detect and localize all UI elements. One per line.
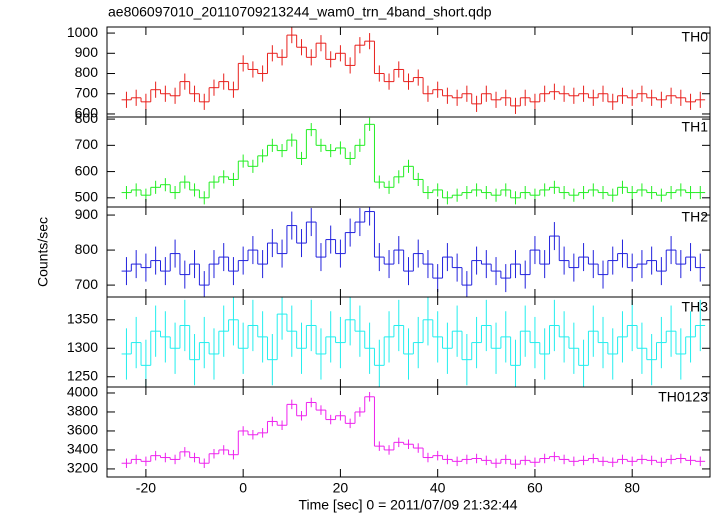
panel [121,27,706,114]
y-tick-label: 1350 [67,310,98,326]
y-tick-label: 700 [75,84,99,100]
y-tick-label: 500 [75,189,99,205]
panel-label: TH0 [682,29,709,45]
y-tick-label: 900 [75,206,99,222]
y-tick-label: 700 [75,276,99,292]
y-tick-label: 4000 [67,384,98,400]
panel-label: TH1 [682,119,709,135]
y-tick-label: 1300 [67,339,98,355]
y-tick-label: 800 [75,64,99,80]
panel [121,117,706,205]
y-tick-label: 700 [75,136,99,152]
x-tick-label: 60 [527,480,543,496]
y-tick-label: 800 [75,110,99,126]
y-axis-label: Counts/sec [35,217,51,287]
panel-frame [106,386,711,478]
panel [121,207,706,297]
y-tick-label: 1250 [67,367,98,383]
y-tick-label: 3200 [67,460,98,476]
x-tick-label: 0 [239,480,247,496]
panel-label: TH0123 [658,389,708,405]
y-tick-label: 900 [75,44,99,60]
y-tick-label: 600 [75,162,99,178]
x-tick-label: 20 [333,480,349,496]
x-tick-label: 40 [430,480,446,496]
y-tick-label: 1000 [67,24,98,40]
panel [121,297,706,387]
panel-label: TH3 [682,299,709,315]
x-axis-label: Time [sec] 0 = 2011/07/09 21:32:44 [298,497,517,513]
y-tick-label: 3400 [67,441,98,457]
panel-label: TH2 [682,209,709,225]
y-tick-label: 3600 [67,422,98,438]
y-tick-label: 600 [75,105,99,121]
chart-title: ae806097010_20110709213244_wam0_trn_4ban… [108,4,492,20]
x-tick-label: 80 [624,480,640,496]
panel [121,392,706,469]
x-tick-label: -20 [136,480,156,496]
y-tick-label: 3800 [67,403,98,419]
y-tick-label: 800 [75,241,99,257]
panel-frame [106,26,711,118]
